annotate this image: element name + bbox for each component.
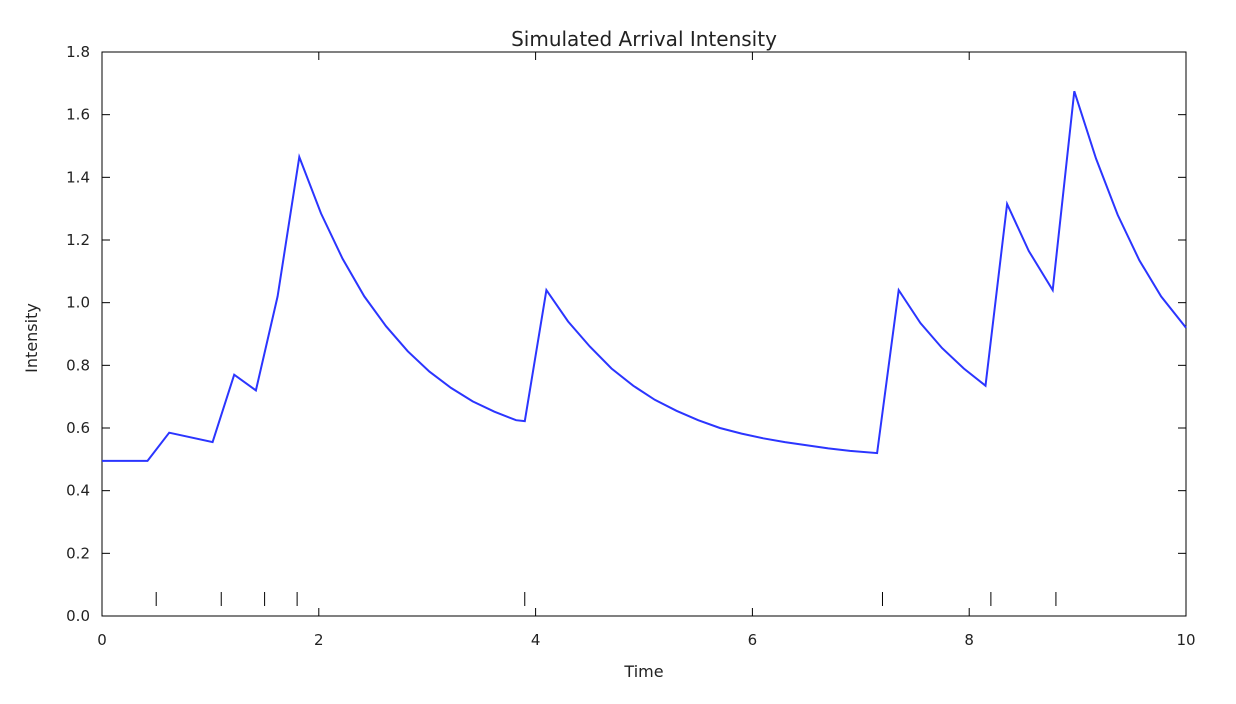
event-rug xyxy=(155,592,1057,606)
x-tick-label: 4 xyxy=(531,631,541,649)
y-tick-label: 0.8 xyxy=(66,356,90,374)
x-tick-label: 2 xyxy=(314,631,324,649)
y-tick-label: 0.6 xyxy=(66,419,90,437)
y-tick-label: 0.2 xyxy=(66,544,90,562)
y-tick-label: 1.8 xyxy=(66,43,90,61)
y-tick-label: 0.4 xyxy=(66,482,90,500)
intensity-line xyxy=(102,90,1187,462)
x-axis: 0 2 4 6 8 10 xyxy=(97,52,1196,649)
y-axis: 0.0 0.2 0.4 0.6 0.8 1.0 1.2 1.4 1.6 1.8 xyxy=(66,43,1186,625)
plot-frame xyxy=(101,51,1187,617)
x-tick-label: 8 xyxy=(964,631,974,649)
y-tick-label: 1.2 xyxy=(66,231,90,249)
x-axis-label: Time xyxy=(623,662,663,681)
x-tick-label: 6 xyxy=(748,631,758,649)
x-tick-label: 0 xyxy=(97,631,107,649)
y-tick-label: 1.6 xyxy=(66,106,90,124)
y-axis-label: Intensity xyxy=(22,303,41,373)
y-tick-label: 1.0 xyxy=(66,294,90,312)
y-tick-label: 1.4 xyxy=(66,168,90,186)
x-tick-label: 10 xyxy=(1176,631,1195,649)
chart-title: Simulated Arrival Intensity xyxy=(511,27,777,51)
y-tick-label: 0.0 xyxy=(66,607,90,625)
